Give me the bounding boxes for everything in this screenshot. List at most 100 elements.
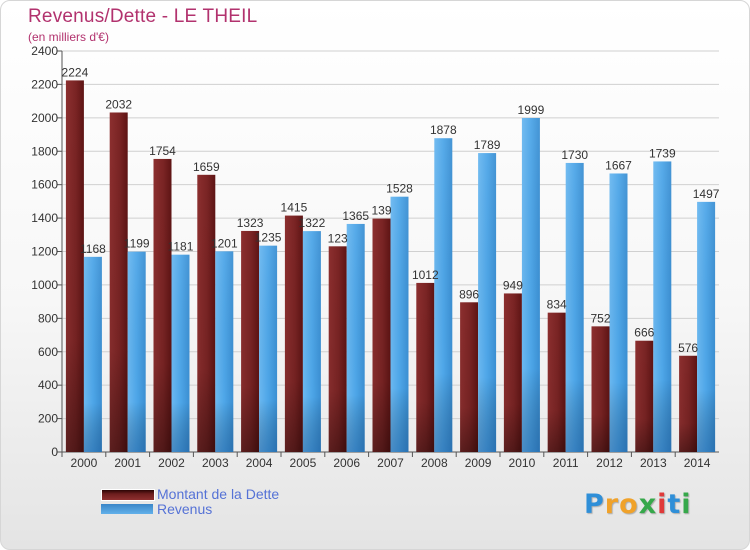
bar-debt-shade [241, 230, 260, 452]
data-label-revenue: 1322 [299, 216, 326, 230]
x-tick-label: 2012 [596, 456, 623, 470]
data-label-debt: 2032 [105, 97, 132, 111]
bar-revenue-shade [478, 153, 497, 452]
legend-swatch-debt [101, 489, 155, 501]
legend-label-revenue: Revenus [157, 501, 213, 517]
data-label-debt: 1012 [412, 268, 439, 282]
data-label-debt: 1415 [281, 201, 308, 215]
data-label-revenue: 1730 [561, 148, 588, 162]
bar-debt-shade [328, 246, 347, 452]
bar-debt-shade [109, 112, 128, 452]
y-tick-label: 2000 [31, 111, 58, 125]
bar-revenue-shade [83, 256, 102, 452]
bar-debt-shade [591, 326, 610, 452]
data-label-debt: 1659 [193, 160, 220, 174]
x-tick-label: 2000 [71, 456, 98, 470]
bar-revenue-shade [390, 196, 409, 452]
data-label-debt: 2224 [62, 65, 89, 79]
data-label-revenue: 1789 [474, 138, 501, 152]
x-tick-label: 2014 [684, 456, 711, 470]
x-tick-label: 2005 [290, 456, 317, 470]
data-label-revenue: 1667 [605, 158, 632, 172]
data-label-debt: 896 [459, 287, 479, 301]
x-tick-label: 2010 [509, 456, 536, 470]
y-tick-label: 2400 [31, 44, 58, 58]
y-tick-label: 800 [38, 311, 58, 325]
y-tick-label: 0 [51, 445, 58, 459]
x-tick-label: 2009 [465, 456, 492, 470]
logo-letter: i [657, 489, 668, 520]
bar-revenue-shade [609, 173, 628, 452]
bar-debt-shade [460, 302, 479, 452]
logo-letter: o [619, 489, 639, 520]
data-label-debt: 576 [678, 341, 698, 355]
bar-revenue-shade [697, 201, 716, 452]
bar-revenue-shade [521, 118, 540, 452]
logo-letter: r [604, 489, 620, 520]
x-tick-label: 2001 [114, 456, 141, 470]
logo-letter: P [584, 489, 605, 520]
data-label-debt: 834 [547, 298, 567, 312]
bar-revenue-shade [565, 162, 584, 452]
data-label-debt: 949 [503, 278, 523, 292]
x-tick-label: 2008 [421, 456, 448, 470]
bar-debt-shade [372, 218, 391, 452]
bar-revenue-shade [346, 223, 365, 452]
bar-debt-shade [65, 80, 84, 452]
data-label-revenue: 1365 [342, 209, 369, 223]
data-label-revenue: 1497 [693, 187, 720, 201]
bar-debt-shade [197, 174, 216, 452]
logo-letter: i [681, 489, 692, 520]
bar-debt-shade [503, 293, 522, 452]
y-tick-label: 600 [38, 345, 58, 359]
bar-revenue-shade [215, 251, 234, 452]
x-tick-label: 2006 [333, 456, 360, 470]
logo-letter: x [638, 489, 658, 520]
data-label-revenue: 1181 [168, 240, 194, 254]
x-tick-label: 2002 [158, 456, 185, 470]
y-tick-label: 400 [38, 378, 58, 392]
data-label-revenue: 1235 [255, 231, 282, 245]
y-tick-label: 1600 [31, 178, 58, 192]
y-tick-label: 1400 [31, 211, 58, 225]
legend-swatch-revenue [101, 504, 153, 514]
bar-revenue-shade [171, 254, 190, 452]
y-tick-label: 200 [38, 412, 58, 426]
y-tick-label: 1800 [31, 144, 58, 158]
bar-debt-shade [635, 340, 654, 452]
bar-debt-shade [547, 312, 566, 452]
data-label-revenue: 1999 [518, 103, 545, 117]
data-label-debt: 1323 [237, 216, 264, 230]
x-tick-label: 2011 [553, 456, 579, 470]
data-label-debt: 1754 [149, 144, 176, 158]
y-tick-label: 1000 [31, 278, 58, 292]
bar-revenue-shade [127, 251, 146, 452]
data-label-debt: 666 [634, 326, 654, 340]
bar-revenue-shade [259, 245, 278, 452]
data-label-debt: 752 [590, 311, 610, 325]
proxiti-logo: Proxiti [584, 489, 692, 520]
x-tick-label: 2003 [202, 456, 229, 470]
data-label-revenue: 1168 [80, 242, 106, 256]
logo-letter: t [667, 489, 682, 520]
chart-subtitle: (en milliers d'€) [28, 30, 109, 44]
bar-revenue-shade [653, 161, 672, 452]
x-tick-label: 2013 [640, 456, 667, 470]
y-tick-label: 2200 [31, 77, 58, 91]
data-label-revenue: 1878 [430, 123, 457, 137]
bar-revenue-shade [302, 231, 321, 452]
bar-revenue-shade [434, 138, 453, 452]
data-label-revenue: 1199 [124, 237, 150, 251]
data-label-revenue: 1201 [211, 236, 238, 250]
chart-title: Revenus/Dette - LE THEIL [28, 6, 258, 27]
data-label-revenue: 1528 [386, 182, 413, 196]
legend-label-debt: Montant de la Dette [157, 486, 280, 502]
bar-debt-shade [153, 158, 172, 452]
bar-debt-shade [284, 215, 303, 452]
data-label-debt: 139 [371, 204, 391, 218]
x-tick-label: 2007 [377, 456, 404, 470]
bar-debt-shade [416, 282, 435, 452]
x-tick-label: 2004 [246, 456, 273, 470]
